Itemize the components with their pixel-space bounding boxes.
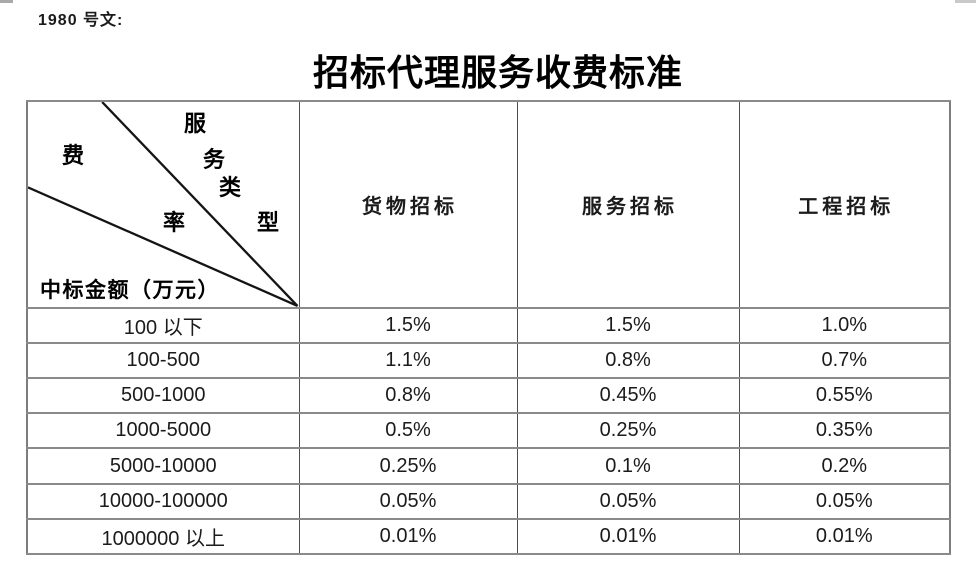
column-header-services-bidding: 服务招标 (516, 100, 740, 309)
amount-range-cell: 5000-10000 (26, 447, 300, 485)
table-row: 500-1000 0.8% 0.45% 0.55% (26, 377, 951, 415)
engineering-rate-cell: 0.35% (738, 412, 951, 450)
diagonal-line-lower (28, 186, 298, 307)
services-rate-cell: 0.25% (516, 412, 740, 450)
corner-amount-axis-label: 中标金额（万元） (40, 278, 220, 302)
amount-range-cell: 1000-5000 (26, 412, 300, 450)
services-rate-cell: 0.1% (516, 447, 740, 485)
services-rate-cell: 0.01% (516, 517, 740, 556)
table-row: 100-500 1.1% 0.8% 0.7% (26, 342, 951, 380)
goods-rate-cell: 1.5% (298, 306, 518, 345)
page-title: 招标代理服务收费标准 (312, 53, 683, 93)
amount-range-cell: 1000000 以上 (26, 517, 300, 556)
corner-service-type-char-1: 服 (184, 111, 207, 136)
engineering-rate-cell: 0.05% (738, 482, 951, 520)
services-rate-cell: 0.8% (516, 342, 740, 380)
goods-rate-cell: 0.5% (298, 412, 518, 450)
goods-rate-cell: 0.01% (298, 517, 518, 556)
amount-range-cell: 10000-100000 (26, 482, 300, 520)
page-edge-artifact-right (955, 0, 976, 3)
corner-service-type-char-4: 型 (257, 210, 280, 235)
engineering-rate-cell: 0.2% (738, 447, 951, 485)
table-row: 5000-10000 0.25% 0.1% 0.2% (26, 447, 951, 485)
table-row: 100 以下 1.5% 1.5% 1.0% (26, 306, 951, 345)
page-edge-artifact-left (0, 0, 13, 3)
engineering-rate-cell: 0.55% (738, 377, 951, 415)
table-row: 1000-5000 0.5% 0.25% 0.35% (26, 412, 951, 450)
goods-rate-cell: 0.8% (298, 377, 518, 415)
column-header-engineering-bidding: 工程招标 (738, 100, 951, 309)
table-row: 1000000 以上 0.01% 0.01% 0.01% (26, 517, 951, 556)
table-row: 10000-100000 0.05% 0.05% 0.05% (26, 482, 951, 520)
table-header-row: 服 务 类 型 费 率 中标金额（万元） 货物招标 服务招标 工程招标 (26, 100, 951, 309)
document-number-label: 1980 号文: (38, 12, 124, 29)
amount-range-cell: 500-1000 (26, 377, 300, 415)
engineering-rate-cell: 0.01% (738, 517, 951, 556)
corner-fee-rate-char-2: 率 (163, 210, 186, 235)
corner-fee-rate-char-1: 费 (62, 143, 85, 168)
goods-rate-cell: 0.05% (298, 482, 518, 520)
diagonal-line-upper (101, 102, 299, 307)
corner-service-type-char-2: 务 (203, 147, 226, 172)
diagonal-lines-graphic (28, 102, 299, 307)
fee-standard-table: 服 务 类 型 费 率 中标金额（万元） 货物招标 服务招标 工程招标 100 … (26, 100, 951, 556)
engineering-rate-cell: 1.0% (738, 306, 951, 345)
corner-service-type-char-3: 类 (219, 175, 242, 200)
goods-rate-cell: 1.1% (298, 342, 518, 380)
column-header-goods-bidding: 货物招标 (298, 100, 518, 309)
amount-range-cell: 100 以下 (26, 306, 300, 345)
amount-range-cell: 100-500 (26, 342, 300, 380)
engineering-rate-cell: 0.7% (738, 342, 951, 380)
services-rate-cell: 1.5% (516, 306, 740, 345)
services-rate-cell: 0.05% (516, 482, 740, 520)
services-rate-cell: 0.45% (516, 377, 740, 415)
goods-rate-cell: 0.25% (298, 447, 518, 485)
diagonal-corner-cell: 服 务 类 型 费 率 中标金额（万元） (26, 100, 300, 309)
